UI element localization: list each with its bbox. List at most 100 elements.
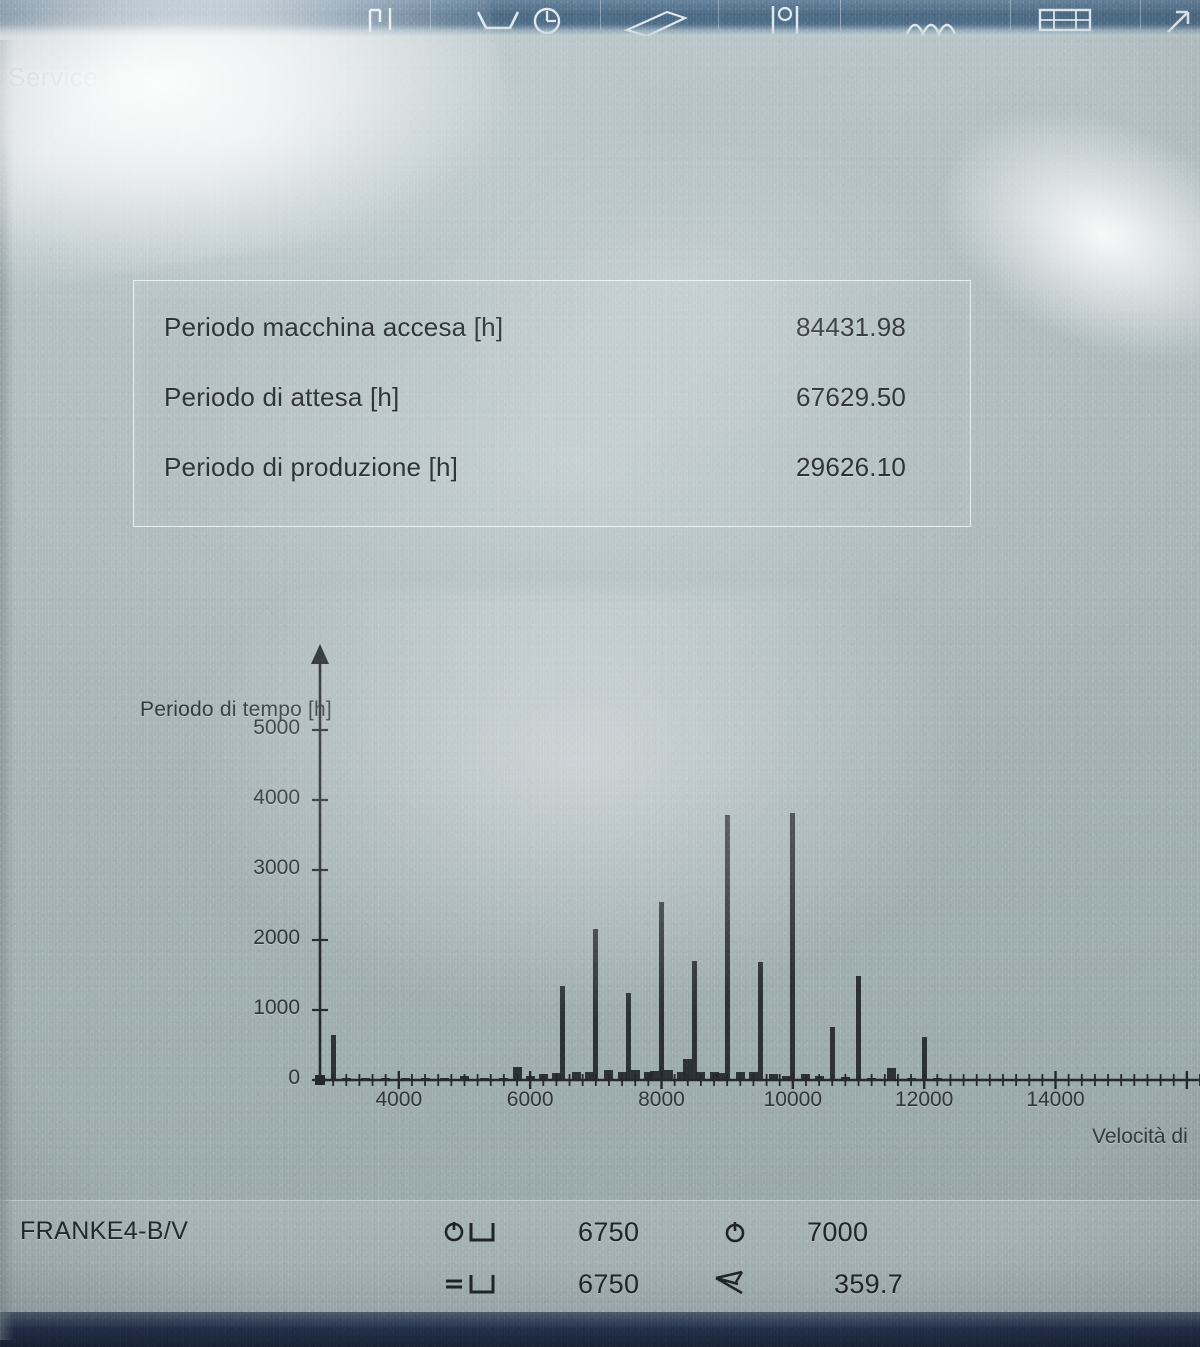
bar — [676, 1071, 686, 1080]
bar — [757, 961, 763, 1080]
bar — [650, 1070, 660, 1080]
y-tick-label: 4000 — [253, 786, 300, 809]
row-label: Periodo di produzione [h] — [164, 451, 459, 482]
row-value: 67629.50 — [796, 381, 907, 412]
speed-histogram-chart: Periodo di tempo [h] 0 1000 2000 3000 4000 50… — [0, 640, 1200, 1200]
bar — [643, 1072, 653, 1080]
service-screen-title: Service — [8, 62, 99, 92]
x-tick-label: 10000 — [763, 1088, 823, 1111]
toolbar-separator — [1140, 0, 1141, 30]
screen-glare-top-left — [0, 0, 522, 307]
spindle-speed-actual-value: 6750 — [578, 1216, 640, 1247]
toolbar-bottom-fade — [0, 24, 1200, 36]
spindle-angle-cell: 359.7 — [712, 1267, 903, 1301]
bar — [658, 901, 664, 1080]
bar — [626, 992, 632, 1080]
bar — [735, 1072, 745, 1080]
x-tick-label: 6000 — [506, 1088, 554, 1111]
bar — [906, 1078, 916, 1080]
plot-area: 0 1000 2000 3000 4000 5000 4000 6000 8000 10000 1… — [0, 640, 1200, 1140]
row-value: 84431.98 — [796, 311, 907, 342]
x-tick-label: 12000 — [894, 1088, 954, 1111]
bar — [696, 1071, 706, 1080]
y-tick-label: 0 — [288, 1066, 300, 1089]
bar — [538, 1074, 548, 1080]
bezel-edge-left — [0, 40, 14, 1340]
y-axis-title: Periodo di tempo [h] — [140, 698, 332, 721]
row-label: Periodo macchina accesa [h] — [164, 311, 504, 342]
bar — [459, 1075, 469, 1080]
bar — [801, 1074, 811, 1080]
bar — [584, 1072, 594, 1080]
bar — [663, 1069, 673, 1080]
bar — [691, 961, 697, 1080]
table-row: Periodo macchina accesa [h] 84431.98 — [164, 307, 944, 347]
bar — [361, 1078, 371, 1080]
bar — [709, 1072, 719, 1080]
bar — [551, 1073, 561, 1080]
y-tick-label: 2000 — [253, 926, 300, 949]
row-value: 29626.10 — [796, 451, 907, 482]
spindle-speed-programmed-cell: 7000 — [720, 1215, 868, 1249]
toolbar-separator — [840, 0, 841, 30]
bar — [781, 1075, 791, 1080]
bar — [683, 1059, 693, 1080]
bar — [630, 1069, 640, 1080]
bar — [748, 1071, 758, 1080]
x-axis-title: Velocità di — [1092, 1125, 1188, 1148]
bar — [420, 1078, 430, 1080]
spindle-angle-value: 359.7 — [834, 1268, 904, 1299]
spindle-speed-actual-icon — [443, 1215, 505, 1249]
bar — [867, 1077, 877, 1080]
bar — [716, 1073, 726, 1080]
x-tick-label: 14000 — [1026, 1088, 1085, 1111]
spindle-speed-actual-cell: 6750 — [443, 1215, 639, 1249]
bar — [790, 813, 796, 1080]
y-tick-label: 3000 — [253, 856, 300, 879]
bar — [479, 1078, 489, 1080]
bar — [512, 1066, 522, 1080]
machine-hours-panel: Periodo macchina accesa [h] 84431.98 Per… — [133, 280, 971, 527]
row-label: Periodo di attesa [h] — [164, 381, 400, 412]
bar — [617, 1071, 627, 1080]
bar — [341, 1077, 351, 1080]
bar — [440, 1078, 450, 1080]
bar — [768, 1073, 778, 1080]
bar — [829, 1026, 835, 1080]
bar — [932, 1078, 942, 1080]
spindle-speed-set-cell: 6750 — [443, 1267, 639, 1301]
status-bar: FRANKE4-B/V 6750 7000 6750 359.7 — [0, 1200, 1200, 1312]
bar — [330, 1035, 336, 1080]
bar — [560, 985, 566, 1080]
spindle-speed-programmed-value: 7000 — [807, 1216, 869, 1247]
y-tick-label: 1000 — [253, 996, 300, 1019]
bar — [921, 1036, 927, 1080]
bar — [724, 814, 730, 1080]
bar — [604, 1070, 614, 1080]
top-toolbar[interactable] — [0, 0, 1200, 36]
toolbar-separator — [600, 0, 601, 30]
spindle-speed-set-value: 6750 — [578, 1268, 640, 1299]
spindle-angle-icon — [712, 1267, 768, 1301]
table-row: Periodo di produzione [h] 29626.10 — [164, 447, 944, 487]
bar — [856, 976, 861, 1080]
bar — [840, 1077, 850, 1080]
bar — [571, 1071, 581, 1080]
x-tick-label: 4000 — [375, 1088, 423, 1111]
toolbar-separator — [1010, 0, 1011, 30]
bar — [593, 928, 599, 1080]
bar — [381, 1078, 391, 1080]
table-row: Periodo di attesa [h] 67629.50 — [164, 377, 944, 417]
spindle-speed-set-icon — [443, 1267, 505, 1301]
toolbar-separator — [718, 0, 719, 30]
y-tick-label: 5000 — [253, 716, 300, 739]
bar — [814, 1075, 824, 1080]
spindle-speed-programmed-icon — [720, 1215, 760, 1249]
bar — [525, 1075, 535, 1080]
bar — [499, 1078, 509, 1080]
machine-name-label: FRANKE4-B/V — [20, 1217, 189, 1245]
x-tick-label: 8000 — [638, 1088, 685, 1111]
bar — [400, 1078, 410, 1080]
bottom-bezel-strip — [0, 1312, 1200, 1347]
